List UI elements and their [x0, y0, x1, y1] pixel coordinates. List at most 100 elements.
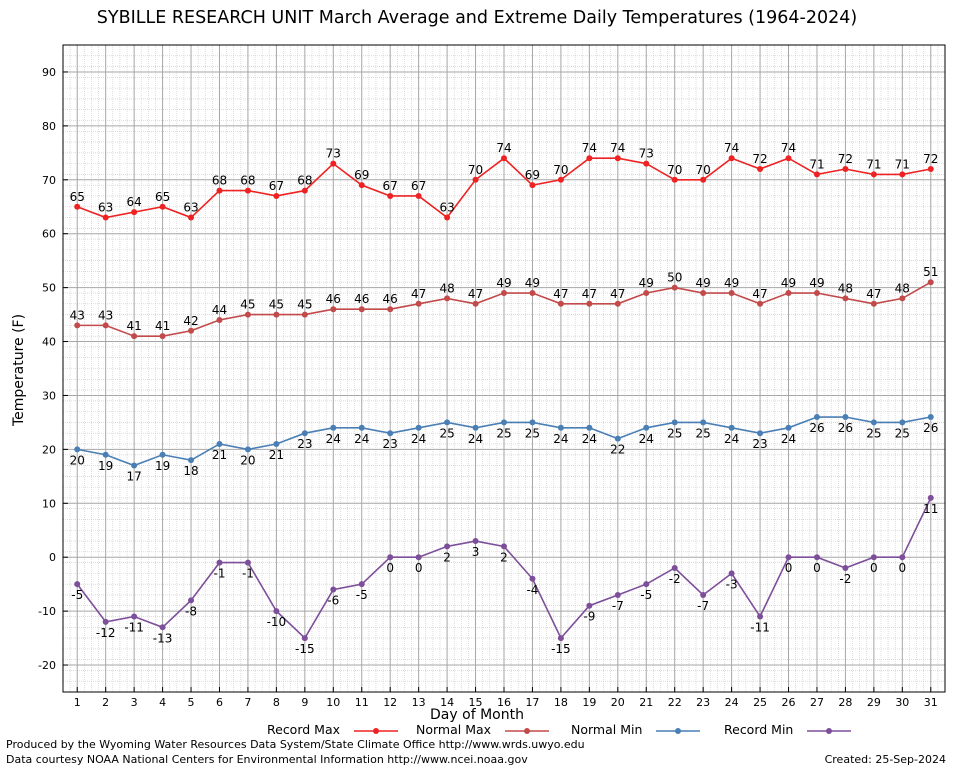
footer-created-date: Created: 25-Sep-2024 — [824, 753, 946, 766]
data-point-normal-max — [244, 311, 251, 318]
data-point-normal-max — [899, 295, 906, 302]
data-label-normal-min: 22 — [610, 443, 625, 457]
legend-item-normal-max: Normal Max — [416, 722, 550, 737]
data-label-normal-max: 41 — [126, 319, 141, 333]
x-tick-label: 20 — [611, 696, 625, 709]
data-label-record-max: 67 — [269, 179, 284, 193]
data-label-normal-min: 24 — [639, 432, 654, 446]
data-label-normal-max: 47 — [553, 287, 568, 301]
data-label-normal-min: 24 — [582, 432, 597, 446]
data-point-normal-max — [501, 290, 507, 297]
data-point-normal-min — [557, 424, 564, 431]
data-label-record-min: 11 — [923, 502, 938, 516]
data-label-normal-max: 45 — [240, 298, 255, 312]
x-tick-label: 10 — [326, 696, 340, 709]
data-label-normal-min: 26 — [809, 421, 824, 435]
data-label-record-min: -9 — [583, 610, 595, 624]
data-point-normal-max — [131, 333, 138, 340]
data-point-normal-min — [301, 430, 308, 437]
y-tick-label: 70 — [42, 174, 56, 187]
data-label-record-max: 67 — [383, 179, 398, 193]
data-label-record-max: 63 — [439, 201, 454, 215]
data-point-record-max — [501, 155, 507, 162]
data-point-normal-min — [700, 419, 707, 426]
data-point-record-min — [614, 591, 621, 598]
data-label-record-min: -2 — [669, 572, 681, 586]
data-label-record-max: 65 — [155, 190, 170, 204]
data-point-record-max — [387, 192, 394, 199]
data-label-normal-min: 18 — [183, 464, 198, 478]
data-point-record-min — [188, 597, 195, 604]
series-record-max: 65 63 64 65 63 68 68 67 68 73 69 67 67 63 70 74 69 70 74 74… — [70, 141, 938, 221]
data-point-record-max — [131, 209, 138, 216]
data-point-normal-min — [358, 424, 365, 431]
data-point-normal-max — [358, 306, 365, 313]
data-label-record-max: 73 — [639, 147, 654, 161]
data-label-normal-max: 45 — [297, 298, 312, 312]
data-point-record-max — [301, 187, 308, 194]
data-label-normal-min: 24 — [411, 432, 426, 446]
data-label-normal-max: 49 — [639, 276, 654, 290]
data-label-normal-min: 23 — [752, 437, 767, 451]
data-label-normal-max: 48 — [895, 281, 910, 295]
data-label-record-max: 74 — [781, 141, 796, 155]
data-point-record-max — [330, 160, 337, 167]
data-point-record-max — [273, 192, 280, 199]
data-point-normal-min — [586, 424, 593, 431]
data-point-record-min — [74, 581, 81, 588]
data-point-normal-min — [728, 424, 735, 431]
x-tick-label: 2 — [102, 696, 109, 709]
data-label-normal-max: 47 — [866, 287, 881, 301]
data-point-record-max — [813, 171, 820, 178]
x-tick-label: 13 — [412, 696, 426, 709]
data-label-normal-min: 25 — [866, 426, 881, 440]
data-point-normal-max — [472, 300, 479, 307]
data-label-normal-max: 48 — [439, 281, 454, 295]
data-label-record-min: -7 — [697, 599, 709, 613]
data-point-record-max — [216, 187, 223, 194]
data-point-record-max — [643, 160, 650, 167]
data-label-normal-min: 23 — [297, 437, 312, 451]
data-point-record-max — [557, 176, 564, 183]
data-label-normal-max: 47 — [582, 287, 597, 301]
data-point-record-min — [927, 494, 934, 501]
data-label-record-max: 74 — [724, 141, 739, 155]
data-point-normal-max — [330, 306, 337, 313]
data-label-record-max: 68 — [240, 174, 255, 188]
x-tick-label: 7 — [244, 696, 251, 709]
data-point-normal-max — [529, 290, 536, 297]
data-point-normal-max — [74, 322, 81, 329]
data-label-normal-max: 47 — [752, 287, 767, 301]
data-label-record-max: 71 — [866, 157, 881, 171]
data-label-record-max: 70 — [553, 163, 568, 177]
data-label-record-min: -11 — [750, 621, 770, 635]
data-point-normal-min — [529, 419, 536, 426]
data-label-normal-max: 43 — [98, 308, 113, 322]
data-point-record-min — [159, 624, 166, 631]
y-axis: -20 -10 0 10 20 30 40 50 60 70 80 90 — [38, 66, 68, 672]
data-label-normal-min: 26 — [838, 421, 853, 435]
x-tick-label: 23 — [696, 696, 710, 709]
data-label-record-min: 2 — [500, 550, 508, 564]
data-point-record-max — [728, 155, 735, 162]
data-point-normal-max — [728, 290, 735, 297]
x-tick-label: 26 — [782, 696, 796, 709]
data-point-record-min — [358, 581, 365, 588]
data-label-normal-max: 49 — [809, 276, 824, 290]
data-label-record-max: 72 — [838, 152, 853, 166]
data-label-normal-max: 47 — [610, 287, 625, 301]
chart-legend: Record Max Normal Max Normal Min Record … — [0, 722, 954, 742]
x-tick-label: 18 — [554, 696, 568, 709]
data-point-record-min — [244, 559, 251, 566]
data-point-record-min — [643, 581, 650, 588]
data-point-normal-max — [387, 306, 394, 313]
data-label-record-max: 68 — [297, 174, 312, 188]
data-point-record-max — [671, 176, 678, 183]
data-label-normal-min: 25 — [439, 426, 454, 440]
data-point-record-min — [415, 554, 422, 561]
y-tick-label: 10 — [42, 497, 56, 510]
data-label-record-max: 71 — [895, 157, 910, 171]
data-point-normal-min — [131, 462, 138, 469]
data-label-record-min: -4 — [526, 583, 538, 597]
data-point-normal-min — [643, 424, 650, 431]
